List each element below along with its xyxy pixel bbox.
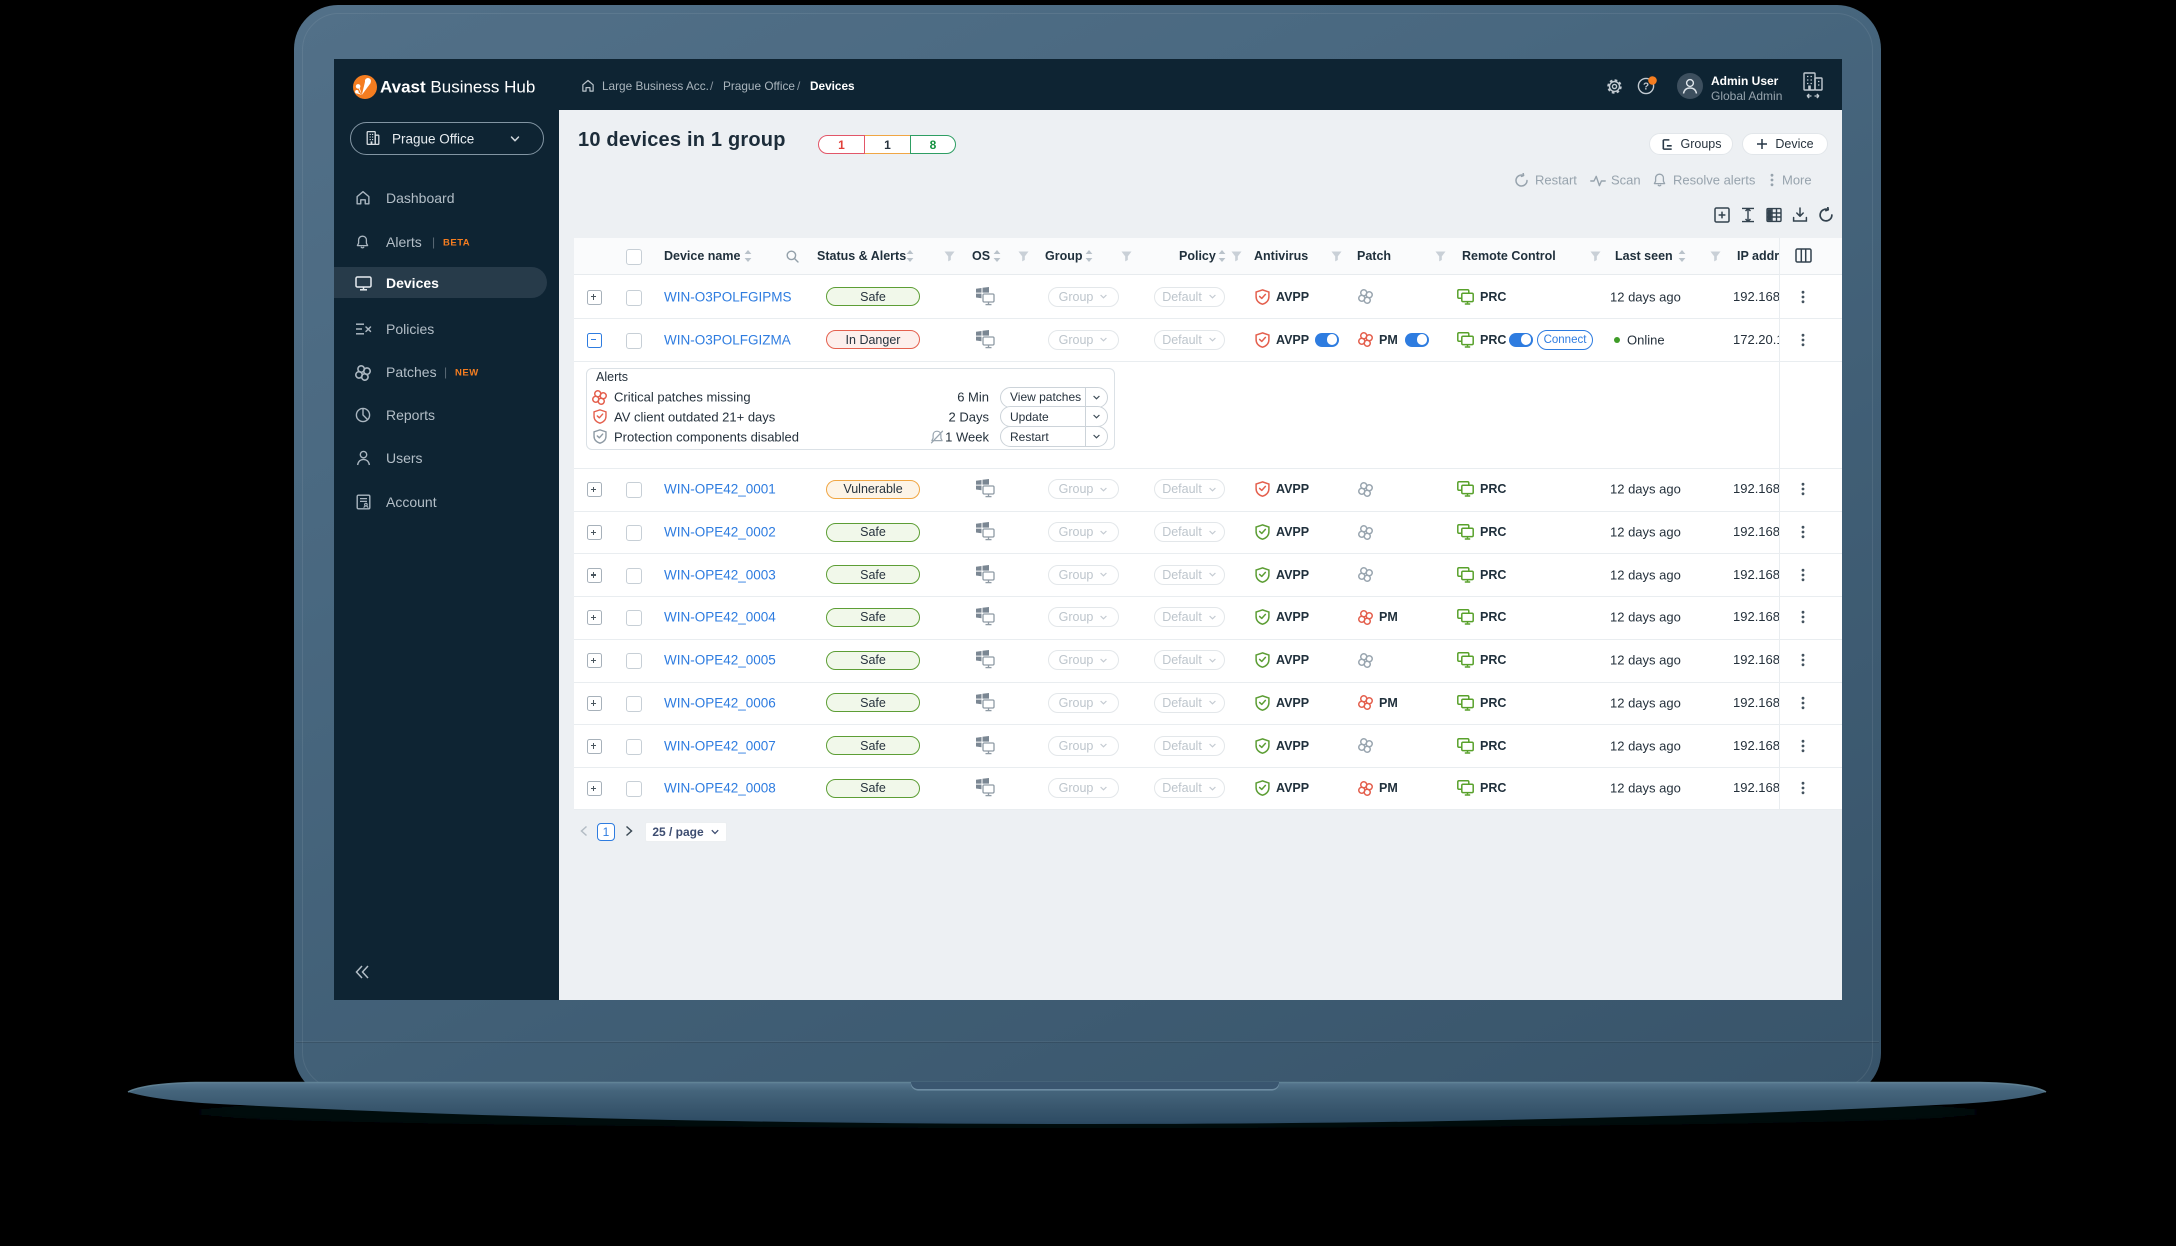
svg-text:?: ? bbox=[1643, 81, 1649, 92]
